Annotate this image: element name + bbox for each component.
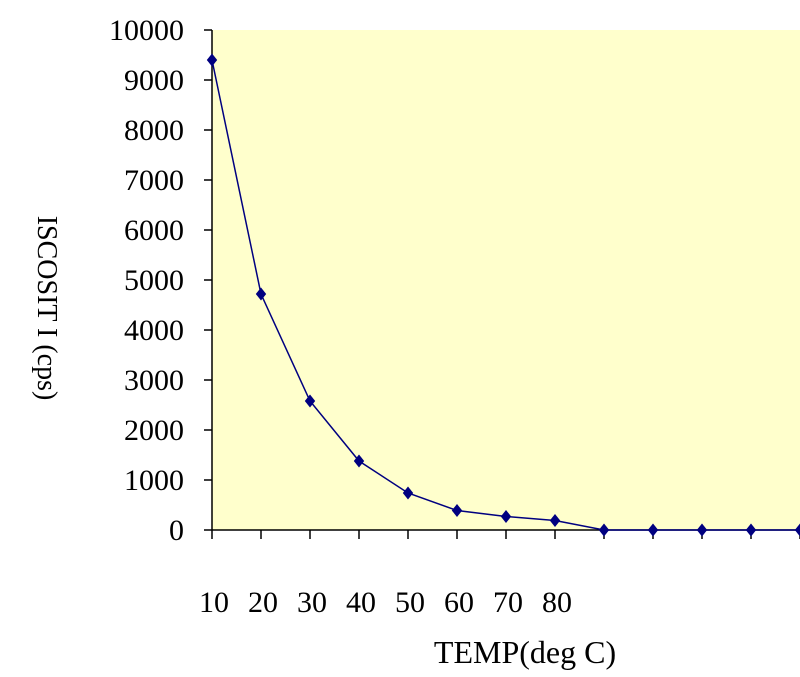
data-point-marker bbox=[255, 287, 267, 301]
x-tick-label: 70 bbox=[493, 586, 523, 619]
x-tick-label: 30 bbox=[297, 586, 327, 619]
y-tick-labels: 0 1000 2000 3000 4000 5000 6000 7000 8000 9000 100… bbox=[109, 14, 184, 547]
y-tick-label: 5000 bbox=[124, 264, 184, 297]
data-point-marker bbox=[451, 504, 463, 517]
data-point-marker bbox=[304, 394, 316, 408]
y-tick-label: 1000 bbox=[124, 464, 184, 497]
data-point-marker bbox=[353, 454, 365, 468]
x-tick-label: 20 bbox=[248, 586, 278, 619]
x-tick-label: 80 bbox=[542, 586, 572, 619]
y-tick-label: 7000 bbox=[124, 164, 184, 197]
y-tick-label: 3000 bbox=[124, 364, 184, 397]
data-point-marker bbox=[794, 523, 800, 537]
x-tick-label: 60 bbox=[444, 586, 474, 619]
data-point-marker bbox=[500, 510, 512, 523]
y-tick-label: 0 bbox=[169, 514, 184, 547]
data-point-marker bbox=[598, 523, 610, 537]
data-point-marker bbox=[206, 53, 218, 67]
x-axis-label: TEMP(deg C) bbox=[434, 634, 616, 670]
y-tick-label: 2000 bbox=[124, 414, 184, 447]
data-point-marker bbox=[745, 523, 757, 537]
x-tick-labels: 10 20 30 40 50 60 70 80 bbox=[199, 586, 572, 619]
y-tick-label: 9000 bbox=[124, 64, 184, 97]
data-point-marker bbox=[549, 514, 561, 527]
y-tick-label: 8000 bbox=[124, 114, 184, 147]
data-series bbox=[206, 53, 800, 537]
x-tick-label: 10 bbox=[199, 586, 229, 619]
y-axis-label: ISCOSIT I (cps) bbox=[31, 216, 62, 401]
data-point-marker bbox=[402, 486, 414, 500]
x-tick-label: 50 bbox=[395, 586, 425, 619]
y-tick-label: 4000 bbox=[124, 314, 184, 347]
y-tick-label: 10000 bbox=[109, 14, 184, 47]
x-tick-label: 40 bbox=[346, 586, 376, 619]
plot-area bbox=[212, 30, 800, 530]
data-point-marker bbox=[696, 523, 708, 537]
data-point-marker bbox=[647, 523, 659, 537]
y-tick-label: 6000 bbox=[124, 214, 184, 247]
